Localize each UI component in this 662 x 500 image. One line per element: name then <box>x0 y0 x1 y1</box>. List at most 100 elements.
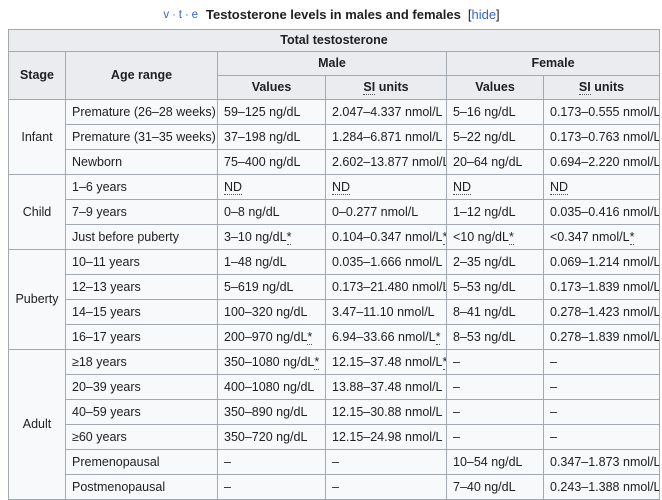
navbar-separator: · <box>172 8 176 21</box>
navbar-talk-link[interactable]: t <box>178 8 182 21</box>
female-si-cell: 0.173–0.763 nmol/L <box>542 124 661 150</box>
female-si-cell: – <box>542 424 661 450</box>
age-range-cell: 20–39 years <box>65 374 218 400</box>
age-range-cell: 14–15 years <box>65 299 218 325</box>
hide-toggle[interactable]: [hide] <box>468 7 500 22</box>
male-values-cell: 400–1080 ng/dL <box>217 374 326 400</box>
female-values-cell: <10 ng/dL* <box>446 224 544 250</box>
header-female: Female <box>445 51 661 76</box>
female-si-cell: 0.173–1.839 nmol/L <box>542 274 661 300</box>
footnote-asterisk: * <box>442 229 446 245</box>
female-values-cell: – <box>446 399 544 425</box>
male-si-cell: 13.88–37.48 nmol/L <box>325 374 447 400</box>
male-values-cell: 5–619 ng/dL <box>217 274 326 300</box>
female-si-cell: 0.347–1.873 nmol/L <box>542 449 661 475</box>
female-si-cell: 0.278–1.423 nmol/L <box>542 299 661 325</box>
stage-cell-child: Child <box>8 174 66 250</box>
male-si-cell: 1.284–6.871 nmol/L <box>325 124 447 150</box>
nd-abbreviation: ND <box>453 179 472 195</box>
male-si-cell: 0–0.277 nmol/L <box>325 199 447 225</box>
female-si-cell: – <box>542 399 661 425</box>
male-values-cell: 200–970 ng/dL* <box>217 324 326 350</box>
header-male: Male <box>217 51 447 76</box>
hide-link[interactable]: hide <box>471 7 497 22</box>
age-range-cell: 7–9 years <box>65 199 218 225</box>
male-values-cell: 350–720 ng/dL <box>217 424 326 450</box>
female-si-cell: 0.173–0.555 nmol/L <box>542 99 661 125</box>
table-row: Newborn 75–400 ng/dL 2.602–13.877 nmol/L… <box>9 149 661 175</box>
age-range-cell: Newborn <box>65 149 218 175</box>
female-values-cell: ND <box>446 174 544 200</box>
table-row: Postmenopausal – – 7–40 ng/dL 0.243–1.38… <box>9 474 661 500</box>
female-si-cell: ND <box>542 174 661 200</box>
header-age-range: Age range <box>65 51 218 100</box>
male-values-cell: 350–890 ng/dL <box>217 399 326 425</box>
male-values-cell: – <box>217 449 326 475</box>
testosterone-levels-table: Total testosterone Stage Age range Male … <box>7 29 661 500</box>
navbar-edit-link[interactable]: e <box>191 8 199 21</box>
si-abbreviation: SI <box>578 80 591 96</box>
table-row: Premature (31–35 weeks) 37–198 ng/dL 1.2… <box>9 124 661 150</box>
table-row: Adult ≥18 years 350–1080 ng/dL* 12.15–37… <box>8 349 661 500</box>
table-row: 40–59 years 350–890 ng/dL 12.15–30.88 nm… <box>9 399 661 425</box>
age-range-cell: ≥18 years <box>65 349 218 375</box>
header-female-si-units: SI units <box>542 75 661 100</box>
age-range-cell: Postmenopausal <box>65 474 218 500</box>
male-si-cell: 0.173–21.480 nmol/L <box>325 274 447 300</box>
table-row: Child 1–6 years ND ND ND ND <box>8 174 661 250</box>
female-values-cell: – <box>446 374 544 400</box>
male-values-cell: 350–1080 ng/dL* <box>217 349 326 375</box>
age-range-cell: 12–13 years <box>65 274 218 300</box>
female-si-cell: 0.069–1.214 nmol/L <box>542 249 661 275</box>
male-values-cell: ND <box>217 174 326 200</box>
units-label: units <box>590 80 625 95</box>
female-values-cell: 8–53 ng/dL <box>446 324 544 350</box>
age-range-cell: Premature (31–35 weeks) <box>65 124 218 150</box>
male-si-cell: 12.15–30.88 nmol/L <box>325 399 447 425</box>
header-row-groups: Stage Age range Male Female <box>8 51 661 100</box>
male-si-cell: – <box>325 449 447 475</box>
table-row: 16–17 years 200–970 ng/dL* 6.94–33.66 nm… <box>9 324 661 350</box>
male-si-cell: 2.047–4.337 nmol/L <box>325 99 447 125</box>
male-si-cell: ND <box>325 174 447 200</box>
table-row: Premenopausal – – 10–54 ng/dL 0.347–1.87… <box>9 449 661 475</box>
age-range-cell: 40–59 years <box>65 399 218 425</box>
male-si-cell: – <box>325 474 447 500</box>
male-values-cell: 37–198 ng/dL <box>217 124 326 150</box>
male-si-cell: 12.15–24.98 nmol/L <box>325 424 447 450</box>
female-si-cell: 0.243–1.388 nmol/L <box>542 474 661 500</box>
female-values-cell: – <box>446 424 544 450</box>
table-row: Infant Premature (26–28 weeks) 59–125 ng… <box>8 99 661 175</box>
stage-cell-puberty: Puberty <box>8 249 66 350</box>
female-values-cell: – <box>446 349 544 375</box>
age-range-cell: Premature (26–28 weeks) <box>65 99 218 125</box>
age-range-cell: Premenopausal <box>65 449 218 475</box>
footnote-asterisk: * <box>307 329 313 345</box>
female-values-cell: 10–54 ng/dL <box>446 449 544 475</box>
footnote-asterisk: * <box>286 229 292 245</box>
male-values-cell: 0–8 ng/dL <box>217 199 326 225</box>
male-si-cell: 2.602–13.877 nmol/L <box>325 149 447 175</box>
female-values-cell: 8–41 ng/dL <box>446 299 544 325</box>
table-row: Just before puberty 3–10 ng/dL* 0.104–0.… <box>9 224 661 250</box>
age-range-cell: Just before puberty <box>65 224 218 250</box>
table-row: Puberty 10–11 years 1–48 ng/dL 0.035–1.6… <box>8 249 661 350</box>
age-range-cell: ≥60 years <box>65 424 218 450</box>
navbar-separator: · <box>184 8 189 21</box>
footnote-asterisk: * <box>442 354 446 370</box>
male-values-cell: 100–320 ng/dL <box>217 299 326 325</box>
age-range-cell: 1–6 years <box>65 174 218 200</box>
header-male-si-units: SI units <box>325 75 447 100</box>
female-values-cell: 20–64 ng/dL <box>446 149 544 175</box>
female-values-cell: 5–22 ng/dL <box>446 124 544 150</box>
age-range-cell: 10–11 years <box>65 249 218 275</box>
navbox-header: v · t · e Testosterone levels in males a… <box>0 0 662 29</box>
male-si-cell: 0.104–0.347 nmol/L* <box>325 224 447 250</box>
nd-abbreviation: ND <box>332 179 351 195</box>
footnote-asterisk: * <box>629 229 635 245</box>
table-row: 20–39 years 400–1080 ng/dL 13.88–37.48 n… <box>9 374 661 400</box>
female-si-cell: – <box>542 374 661 400</box>
stage-cell-adult: Adult <box>8 349 66 500</box>
navbox-title: Testosterone levels in males and females <box>206 7 461 22</box>
navbar-view-link[interactable]: v <box>163 8 170 21</box>
